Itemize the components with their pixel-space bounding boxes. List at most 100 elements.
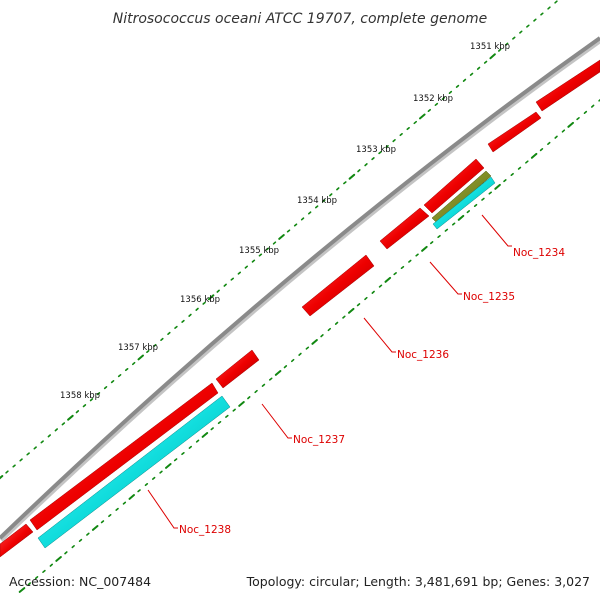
scale-tick-major [274,370,282,376]
scale-tick [108,513,112,518]
scale-tick [451,222,456,226]
scale-tick [441,96,446,100]
scale-tick [554,0,558,4]
scale-tick-major [207,294,215,301]
gene-bar-noc-1238-cyan[interactable] [37,395,231,549]
scale-tick [327,327,332,332]
scale-tick [481,197,485,201]
scale-tick-major [278,234,285,240]
scale-tick [188,445,192,449]
scale-tick [371,157,375,161]
gene-label-noc-1236[interactable]: Noc_1236 [397,349,449,361]
scale-tick-major [457,214,465,221]
gene-leader-lines [147,214,512,529]
kbp-scale-labels: 1351 kbp 1352 kbp 1353 kbp 1354 kbp 1355… [60,42,510,401]
scale-tick [547,6,551,10]
scale-tick [40,440,44,444]
scale-tick [413,120,418,125]
scale-tick [540,12,544,16]
gene-bar-noc-1236[interactable] [301,254,375,317]
scale-tick [117,373,122,378]
gene-bar-noc-1234-cyan[interactable] [432,176,496,230]
scale-tick [378,151,382,155]
scale-tick [504,42,509,46]
scale-tick [181,451,185,456]
scale-tick-major [128,494,135,500]
scale-tick [122,501,127,505]
gene-label-noc-1237[interactable]: Noc_1237 [293,434,345,446]
scale-tick [364,296,368,301]
scale-tick [437,234,441,238]
scale-tick-major [419,113,426,120]
scale-tick [314,205,319,209]
scale-tick [230,277,234,281]
scale-tick [305,346,310,350]
scale-tick [86,532,90,536]
scale-tick [195,307,199,311]
scale-tick-major [0,475,4,480]
scale-tick [283,365,288,369]
scale-tick [539,148,544,152]
scale-tick [232,408,236,412]
scale-tick [415,253,419,257]
scale-tick [512,36,516,40]
gene-bar[interactable] [487,111,542,153]
scale-tick-major [489,53,496,60]
scale-tick [462,78,467,82]
scale-tick [554,135,558,139]
scale-tick-major [311,339,318,345]
accession-text: Accession: NC_007484 [9,574,151,589]
gene-bar[interactable] [535,59,600,112]
scale-tick [153,343,157,348]
scale-tick [89,398,94,402]
gene-bar-noc-1234-olive[interactable] [431,170,492,224]
scale-tick [307,211,312,215]
gene-label-noc-1238[interactable]: Noc_1238 [179,524,231,536]
gene-bar[interactable] [0,523,34,558]
scale-tick [525,160,529,164]
scale-tick [364,163,368,167]
kbp-label: 1354 kbp [297,196,337,206]
inner-scale-dots [18,98,600,593]
scale-tick-major [201,432,209,438]
scale-tick [268,377,273,381]
scale-tick [71,544,75,549]
gene-bar-noc-1237[interactable] [215,349,260,389]
scale-tick [33,446,37,450]
scale-tick [223,283,227,287]
scale-tick [466,210,471,214]
scale-tick [12,464,16,468]
scale-tick [393,272,397,276]
gene-label-noc-1235[interactable]: Noc_1235 [463,291,515,303]
scale-tick [598,98,600,102]
scale-tick [160,337,164,342]
scale-tick [96,392,101,396]
gene-bar-noc-1234[interactable] [423,158,485,214]
gene-bar-noc-1235[interactable] [379,207,430,250]
gene-bar-noc-1238[interactable] [29,382,219,531]
scale-tick [251,259,256,263]
scale-tick-major [238,401,245,407]
scale-tick [247,396,251,400]
scale-tick [300,217,305,221]
scale-tick [146,349,150,354]
scale-tick [254,389,258,394]
scale-tick [576,117,580,121]
scale-tick [42,569,46,574]
scale-tick [152,476,156,480]
scale-tick-major [348,307,355,314]
scale-tick [225,414,229,418]
scale-tick [517,166,522,170]
scale-tick [503,179,507,183]
scale-tick [533,18,537,22]
scale-tick [47,434,52,438]
gene-label-noc-1234[interactable]: Noc_1234 [513,247,565,259]
scale-tick [590,104,595,108]
scale-tick [427,108,432,112]
scale-tick [583,110,588,114]
gene-features [0,59,600,558]
scale-tick [392,139,396,143]
scale-tick [408,259,412,263]
scale-tick [488,191,493,195]
scale-tick [519,30,523,34]
